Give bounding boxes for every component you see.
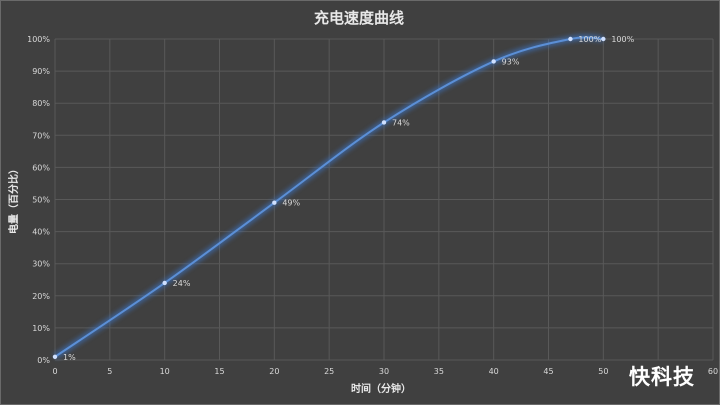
x-tick-label: 45 (543, 367, 553, 376)
data-label: 100% (611, 35, 634, 44)
x-tick-label: 50 (598, 367, 608, 376)
x-tick-label: 10 (160, 367, 170, 376)
y-tick-label: 20% (32, 292, 50, 301)
y-axis-label: 电量（百分比） (7, 164, 20, 234)
x-tick-label: 0 (52, 367, 57, 376)
x-tick-label: 25 (324, 367, 334, 376)
y-tick-label: 70% (32, 131, 50, 140)
x-tick-label: 5 (107, 367, 112, 376)
data-point (568, 36, 573, 42)
data-label: 74% (392, 118, 410, 127)
y-tick-label: 0% (37, 356, 50, 365)
x-tick-label: 60 (708, 367, 718, 376)
data-label: 93% (502, 57, 520, 66)
x-axis-label: 时间（分钟） (351, 382, 411, 395)
y-tick-label: 40% (32, 228, 50, 237)
x-tick-label: 35 (434, 367, 444, 376)
data-label: 100% (578, 35, 601, 44)
y-tick-label: 60% (32, 163, 50, 172)
data-point (601, 36, 606, 42)
data-label: 24% (173, 279, 191, 288)
y-tick-label: 80% (32, 99, 50, 108)
y-tick-label: 30% (32, 260, 50, 269)
x-tick-label: 30 (379, 367, 389, 376)
data-point (162, 280, 167, 286)
x-tick-label: 55 (653, 367, 663, 376)
data-point (381, 120, 387, 125)
data-label: 49% (282, 199, 300, 208)
y-tick-label: 100% (27, 35, 50, 44)
data-point (491, 59, 496, 64)
chart-title: 充电速度曲线 (314, 9, 404, 27)
y-tick-label: 50% (32, 196, 50, 205)
data-label: 1% (63, 353, 76, 362)
y-tick-label: 10% (32, 324, 50, 333)
watermark-logo: 快科技 (629, 365, 695, 389)
data-point (52, 354, 58, 359)
x-tick-label: 20 (269, 367, 279, 376)
data-point (272, 200, 277, 205)
y-tick-label: 90% (32, 67, 50, 76)
x-tick-label: 40 (489, 367, 499, 376)
x-tick-label: 15 (214, 367, 224, 376)
